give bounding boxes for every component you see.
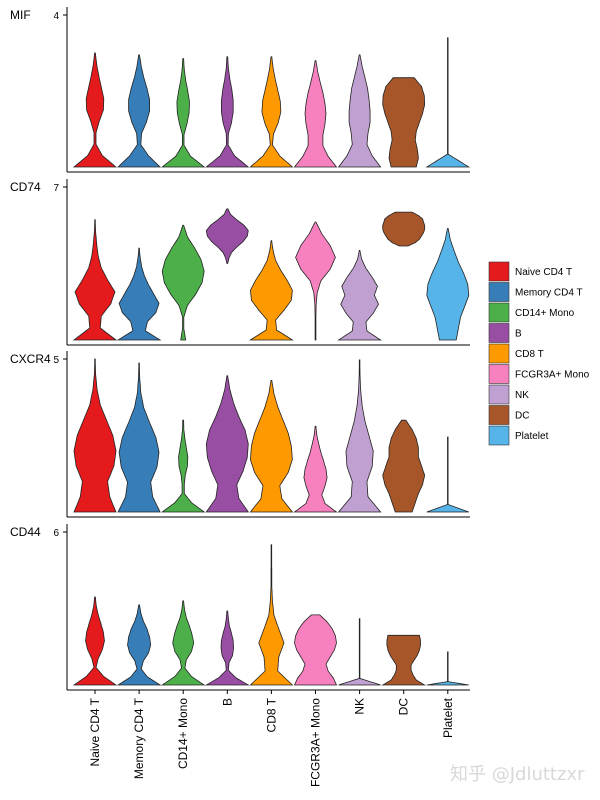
violin-platelet — [425, 37, 471, 168]
gene-label: CXCR4 — [10, 352, 51, 366]
panel-mif: 4 MIF — [10, 7, 471, 173]
y-tick-label: 7 — [53, 183, 59, 194]
legend-swatch — [488, 343, 510, 364]
legend-swatch — [488, 425, 510, 446]
violin-nk — [337, 54, 382, 168]
violin-cd14-mono — [160, 419, 206, 513]
legend-swatch — [488, 405, 510, 425]
y-tick-label: 5 — [53, 355, 59, 366]
violin-b — [205, 208, 249, 264]
legend-label: CD8 T — [515, 349, 544, 360]
violin-cd8-t — [249, 379, 294, 513]
violin-cd8-t — [249, 240, 294, 341]
violin-cd8-t — [249, 544, 294, 686]
legend-label: B — [515, 329, 522, 340]
x-tick-label: Memory CD4 T — [132, 697, 146, 779]
panel-cd74: 7 CD74 — [10, 179, 470, 346]
legend-label: NK — [515, 390, 529, 401]
gene-label: MIF — [10, 8, 31, 22]
violin-dc — [382, 77, 426, 168]
violin-platelet — [426, 436, 469, 513]
x-tick-label: DC — [397, 698, 411, 716]
violin-naive-cd4-t — [72, 219, 118, 341]
legend-label: Naive CD4 T — [515, 267, 572, 278]
x-tick-label: Platelet — [441, 697, 455, 738]
violin-dc — [381, 634, 427, 686]
panel-cd44: 6 CD44 — [10, 524, 470, 691]
violin-dc — [382, 211, 426, 247]
violin-platelet — [426, 651, 469, 686]
violin-naive-cd4-t — [72, 52, 118, 168]
violin-naive-cd4-t — [73, 358, 117, 513]
gene-label: CD74 — [10, 180, 41, 194]
x-tick-label: B — [220, 698, 234, 706]
violin-cd14-mono — [161, 224, 205, 341]
legend-swatch — [488, 302, 510, 323]
legend-swatch — [488, 364, 510, 384]
violin-fcgr3a-mono — [295, 221, 336, 341]
legend-swatch — [488, 323, 510, 343]
violin-cd14-mono — [161, 58, 206, 168]
x-tick-label: CD14+ Mono — [176, 698, 190, 769]
violin-cd14-mono — [160, 600, 206, 686]
violin-naive-cd4-t — [72, 596, 118, 686]
gene-label: CD44 — [10, 525, 41, 539]
y-tick-label: 6 — [53, 528, 59, 539]
legend: Naive CD4 T Memory CD4 T CD14+ Mono B CD8 T F… — [488, 261, 590, 446]
violin-memory-cd4-t — [116, 247, 162, 341]
violin-memory-cd4-t — [117, 362, 161, 513]
x-tick-label: FCGR3A+ Mono — [309, 698, 323, 787]
legend-swatch — [488, 384, 510, 405]
violin-b — [204, 610, 250, 686]
violin-fcgr3a-mono — [293, 60, 338, 168]
legend-label: FCGR3A+ Mono — [515, 370, 590, 381]
legend-label: CD14+ Mono — [515, 308, 575, 319]
legend-label: Platelet — [515, 431, 549, 442]
watermark: 知乎 @Jdluttzxr — [450, 764, 585, 785]
violin-nk — [337, 249, 382, 341]
violin-b — [205, 375, 250, 513]
violin-memory-cd4-t — [116, 604, 162, 686]
legend-swatch — [488, 261, 510, 282]
x-tick-label: CD8 T — [264, 697, 278, 732]
violin-platelet — [426, 228, 470, 341]
y-tick-label: 4 — [53, 11, 59, 22]
legend-label: DC — [515, 411, 529, 422]
violin-b — [205, 56, 250, 168]
violin-nk — [337, 359, 382, 513]
legend-swatch — [488, 282, 510, 302]
legend-label: Memory CD4 T — [515, 288, 583, 299]
violin-dc — [382, 419, 426, 513]
violin-memory-cd4-t — [117, 54, 162, 168]
violin-fcgr3a-mono — [293, 614, 338, 686]
x-tick-label: Naive CD4 T — [88, 697, 102, 766]
violin-fcgr3a-mono — [293, 425, 338, 513]
x-tick-label: NK — [353, 698, 367, 715]
violin-cd8-t — [249, 56, 294, 168]
violin-nk — [338, 618, 381, 686]
